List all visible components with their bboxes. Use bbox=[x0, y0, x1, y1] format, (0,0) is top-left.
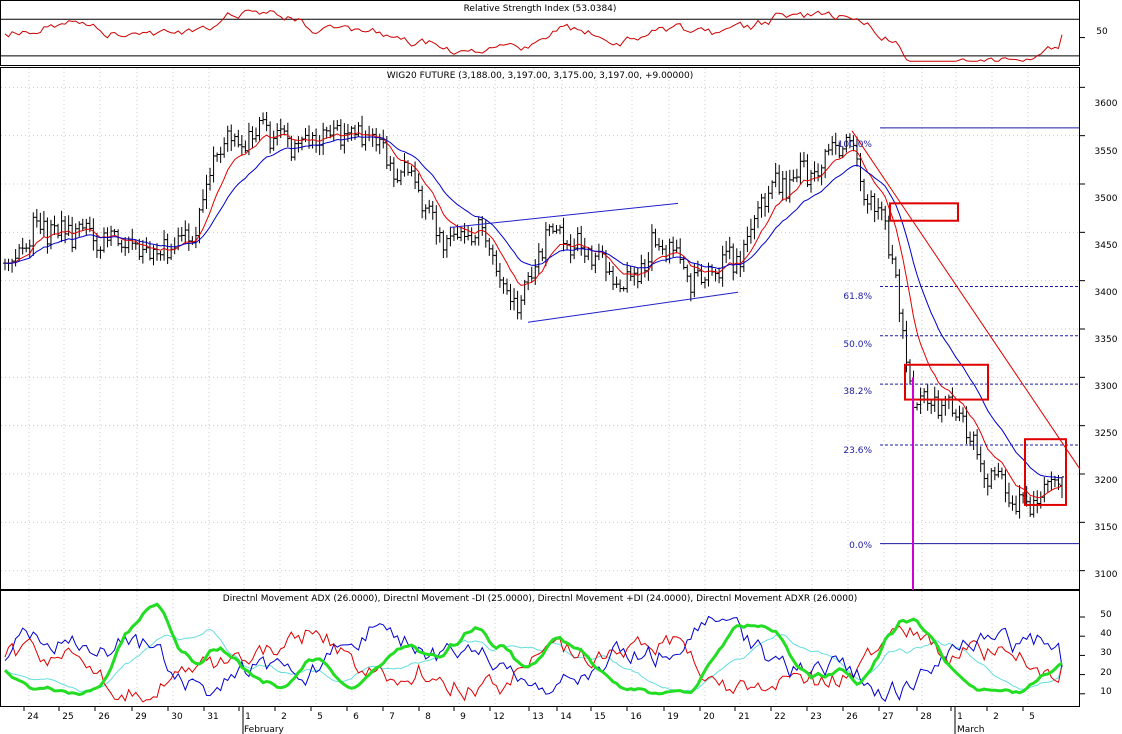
x-tick-label: 21 bbox=[738, 712, 749, 722]
moving-average-slow bbox=[4, 136, 1062, 479]
x-tick-label: 12 bbox=[493, 712, 504, 722]
x-tick-label: 5 bbox=[1029, 712, 1035, 722]
price-panel bbox=[1, 68, 1085, 590]
highlight-box bbox=[889, 202, 959, 222]
price-ytick: 3300 bbox=[1095, 382, 1118, 392]
price-ytick: 3550 bbox=[1095, 147, 1118, 157]
highlight-box bbox=[904, 363, 989, 401]
x-tick-label: 2 bbox=[993, 712, 999, 722]
x-tick-label: 14 bbox=[560, 712, 572, 722]
x-tick-label: 26 bbox=[98, 712, 110, 722]
x-tick-label: 2 bbox=[281, 712, 287, 722]
price-ytick: 3250 bbox=[1095, 429, 1118, 439]
price-ytick: 3450 bbox=[1095, 241, 1118, 251]
x-tick-label: 5 bbox=[317, 712, 323, 722]
rsi-panel bbox=[1, 9, 1085, 62]
x-tick-label: 23 bbox=[810, 712, 821, 722]
rsi-panel-frame bbox=[0, 0, 1080, 66]
x-tick-label: 24 bbox=[27, 712, 39, 722]
channel-lower-line bbox=[527, 291, 739, 323]
price-ytick: 3600 bbox=[1095, 99, 1118, 109]
price-ytick: 3400 bbox=[1095, 288, 1118, 298]
fib-label: 38.2% bbox=[843, 387, 872, 397]
price-ytick: 3150 bbox=[1095, 523, 1118, 533]
dmi-ytick: 40 bbox=[1100, 629, 1112, 639]
x-tick-label: 20 bbox=[703, 712, 715, 722]
fib-label: 50.0% bbox=[843, 340, 872, 350]
rsi-line bbox=[4, 9, 1063, 62]
downtrend-line bbox=[851, 130, 1081, 470]
price-ytick: 3100 bbox=[1095, 570, 1118, 580]
x-tick-label: 6 bbox=[353, 712, 359, 722]
x-tick-label: 8 bbox=[425, 712, 431, 722]
x-tick-label: 19 bbox=[667, 712, 679, 722]
date-axis bbox=[23, 706, 1024, 734]
x-tick-label: 9 bbox=[460, 712, 466, 722]
x-tick-label: 7 bbox=[389, 712, 395, 722]
adxr-line bbox=[4, 628, 1063, 692]
price-title: WIG20 FUTURE (3,188.00, 3,197.00, 3,175.… bbox=[387, 71, 693, 81]
x-tick-label: 13 bbox=[532, 712, 543, 722]
dmi-ytick: 50 bbox=[1100, 610, 1112, 620]
x-tick-label: 28 bbox=[920, 712, 932, 722]
x-tick-label: 27 bbox=[882, 712, 893, 722]
x-tick-label: 22 bbox=[774, 712, 785, 722]
fib-label: 61.8% bbox=[843, 292, 872, 302]
fib-label: 23.6% bbox=[843, 446, 872, 456]
x-tick-label: 31 bbox=[207, 712, 218, 722]
dmi-ytick: 10 bbox=[1100, 687, 1112, 697]
dmi-panel bbox=[3, 591, 1085, 706]
dmi-panel-frame bbox=[0, 590, 1080, 707]
price-ytick: 3200 bbox=[1095, 476, 1118, 486]
x-tick-label: 1 bbox=[957, 712, 963, 722]
x-tick-label: 30 bbox=[171, 712, 183, 722]
plus-di-line bbox=[4, 615, 1063, 702]
x-tick-label: 16 bbox=[630, 712, 642, 722]
x-tick-label: 26 bbox=[846, 712, 858, 722]
dmi-title: Directnl Movement ADX (26.0000), Directn… bbox=[223, 594, 857, 604]
fib-label: 100.0% bbox=[838, 140, 873, 150]
rsi-ytick: 50 bbox=[1096, 27, 1108, 37]
channel-upper-line bbox=[449, 202, 679, 228]
x-tick-label: 15 bbox=[594, 712, 605, 722]
adx-line bbox=[3, 602, 1063, 697]
moving-average-fast bbox=[4, 131, 1063, 499]
highlight-box bbox=[1024, 438, 1067, 506]
month-label-february: February bbox=[244, 725, 285, 734]
price-ytick: 3500 bbox=[1095, 194, 1118, 204]
dmi-ytick: 30 bbox=[1100, 648, 1112, 658]
price-ytick: 3350 bbox=[1095, 335, 1118, 345]
month-label-march: March bbox=[957, 725, 984, 734]
dmi-ytick: 20 bbox=[1100, 668, 1112, 678]
x-tick-label: 1 bbox=[245, 712, 251, 722]
rsi-title: Relative Strength Index (53.0384) bbox=[464, 4, 617, 14]
x-tick-label: 29 bbox=[135, 712, 147, 722]
fib-label: 0.0% bbox=[849, 541, 872, 551]
x-tick-label: 25 bbox=[62, 712, 73, 722]
